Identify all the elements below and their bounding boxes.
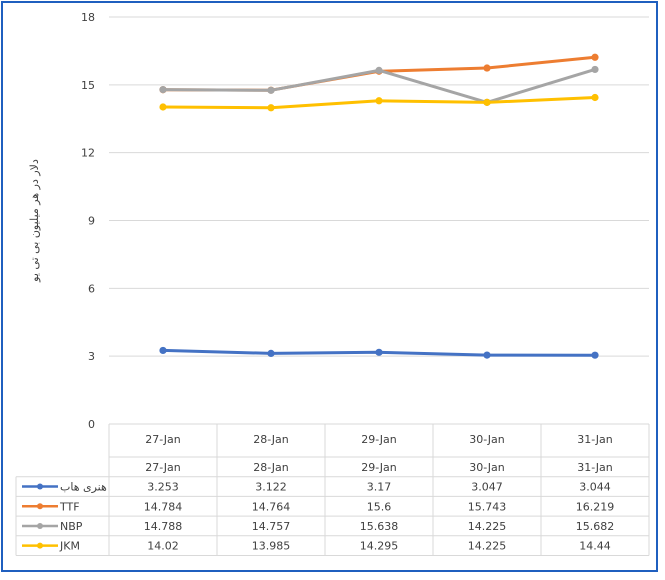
data-point — [267, 349, 275, 358]
x-tick-label: 28-Jan — [253, 433, 289, 446]
table-value-cell: 3.044 — [579, 481, 611, 494]
y-axis-title: دلار در هر میلیون بی تی یو — [28, 159, 41, 283]
data-point — [267, 104, 275, 112]
table-header-cell: 30-Jan — [469, 461, 505, 474]
y-tick-label: 3 — [88, 350, 95, 363]
table-header-cell: 31-Jan — [577, 461, 613, 474]
legend-key-marker — [37, 503, 43, 510]
table-value-cell: 14.757 — [252, 520, 291, 533]
table-value-cell: 15.6 — [367, 500, 392, 513]
table-value-cell: 14.788 — [144, 520, 183, 533]
data-point — [375, 348, 383, 356]
data-point — [483, 64, 491, 72]
table-value-cell: 14.02 — [147, 540, 179, 553]
data-point — [483, 351, 491, 359]
legend-series-name: NBP — [60, 520, 83, 533]
table-value-cell: 15.743 — [468, 500, 507, 513]
table-value-cell: 13.985 — [252, 540, 291, 553]
y-tick-label: 15 — [81, 79, 95, 92]
legend-key-marker — [37, 522, 43, 529]
legend-series-name: JKM — [59, 540, 80, 553]
data-point — [159, 103, 167, 111]
x-tick-label: 31-Jan — [577, 433, 613, 446]
table-value-cell: 3.047 — [471, 481, 503, 494]
data-point — [159, 346, 167, 355]
data-point — [267, 86, 275, 94]
table-value-cell: 15.638 — [360, 520, 399, 533]
data-point — [375, 66, 383, 75]
table-value-cell: 14.44 — [579, 540, 611, 553]
table-header-cell: 27-Jan — [145, 461, 181, 474]
legend-key-marker — [37, 542, 43, 549]
x-tick-label: 30-Jan — [469, 433, 505, 446]
y-tick-label: 0 — [88, 418, 95, 431]
y-tick-label: 18 — [81, 11, 95, 24]
x-tick-label: 29-Jan — [361, 433, 397, 446]
data-point — [591, 53, 599, 61]
table-value-cell: 3.17 — [367, 481, 392, 494]
table-value-cell: 14.784 — [144, 500, 183, 513]
legend-series-name: هنری هاب — [60, 481, 107, 494]
data-point — [591, 93, 599, 102]
data-point — [591, 351, 599, 359]
data-point — [375, 97, 383, 105]
y-tick-label: 6 — [88, 282, 95, 295]
table-value-cell: 3.122 — [255, 481, 287, 494]
data-point — [483, 98, 491, 106]
table-value-cell: 14.225 — [468, 540, 507, 553]
table-header-cell: 28-Jan — [253, 461, 289, 474]
x-tick-label: 27-Jan — [145, 433, 181, 446]
data-point — [591, 65, 599, 74]
data-point — [159, 86, 167, 94]
table-value-cell: 15.682 — [576, 520, 615, 533]
y-tick-label: 9 — [88, 215, 95, 228]
table-value-cell: 14.295 — [360, 540, 399, 553]
y-tick-label: 12 — [81, 147, 95, 160]
table-value-cell: 14.764 — [252, 500, 291, 513]
legend-key-marker — [37, 483, 43, 490]
table-value-cell: 3.253 — [147, 481, 179, 494]
table-header-cell: 29-Jan — [361, 461, 397, 474]
table-value-cell: 16.219 — [576, 500, 615, 513]
table-value-cell: 14.225 — [468, 520, 507, 533]
legend-series-name: TTF — [59, 500, 80, 513]
